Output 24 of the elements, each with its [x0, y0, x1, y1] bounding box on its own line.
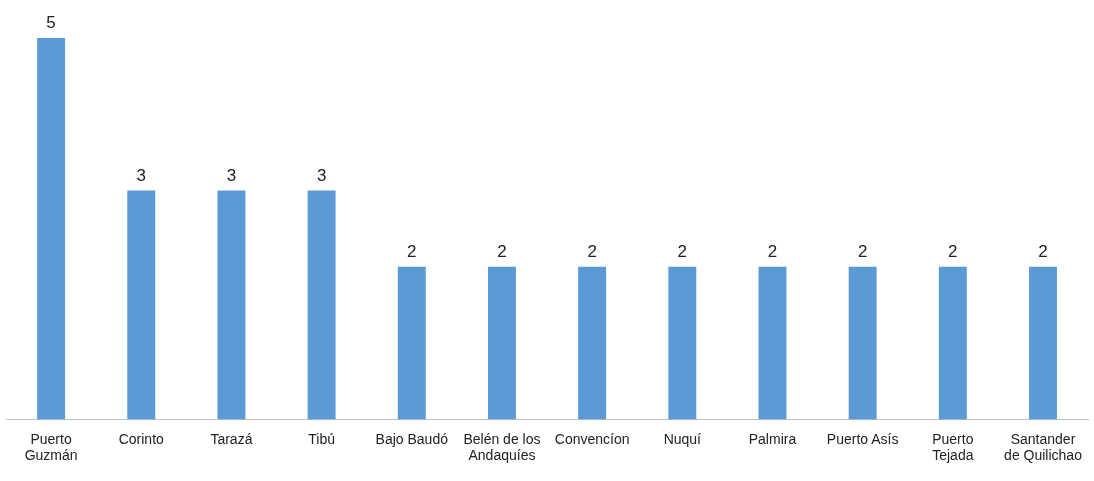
data-label: 2 [677, 242, 688, 262]
x-tick-label: Puerto Asís [826, 430, 899, 447]
x-tick-label: Corinto [118, 430, 165, 447]
data-label: 2 [407, 242, 417, 262]
x-tick-label: Nuquí [663, 430, 702, 447]
data-label: 5 [46, 13, 56, 33]
x-tick-label: Tarazá [210, 430, 253, 447]
data-label: 2 [1038, 242, 1048, 262]
data-label: 2 [497, 242, 507, 262]
x-tick-label: Santander de Quilichao [1004, 430, 1083, 464]
x-tick-label: Puerto Guzmán [24, 430, 78, 464]
x-tick-label: Palmira [748, 430, 797, 447]
x-tick-label: Tibú [308, 430, 335, 447]
data-label: 2 [857, 242, 868, 262]
data-label: 2 [587, 242, 597, 262]
data-label: 3 [226, 165, 237, 185]
data-label: 3 [316, 165, 327, 185]
data-label: 2 [948, 242, 958, 262]
x-tick-label: Belén de los Andaquíes [463, 430, 541, 464]
x-tick-label: Puerto Tejada [932, 430, 974, 464]
data-label: 2 [767, 242, 778, 262]
x-tick-label: Convencíon [554, 430, 630, 447]
data-label: 3 [136, 165, 146, 185]
x-tick-label: Bajo Baudó [375, 430, 449, 447]
